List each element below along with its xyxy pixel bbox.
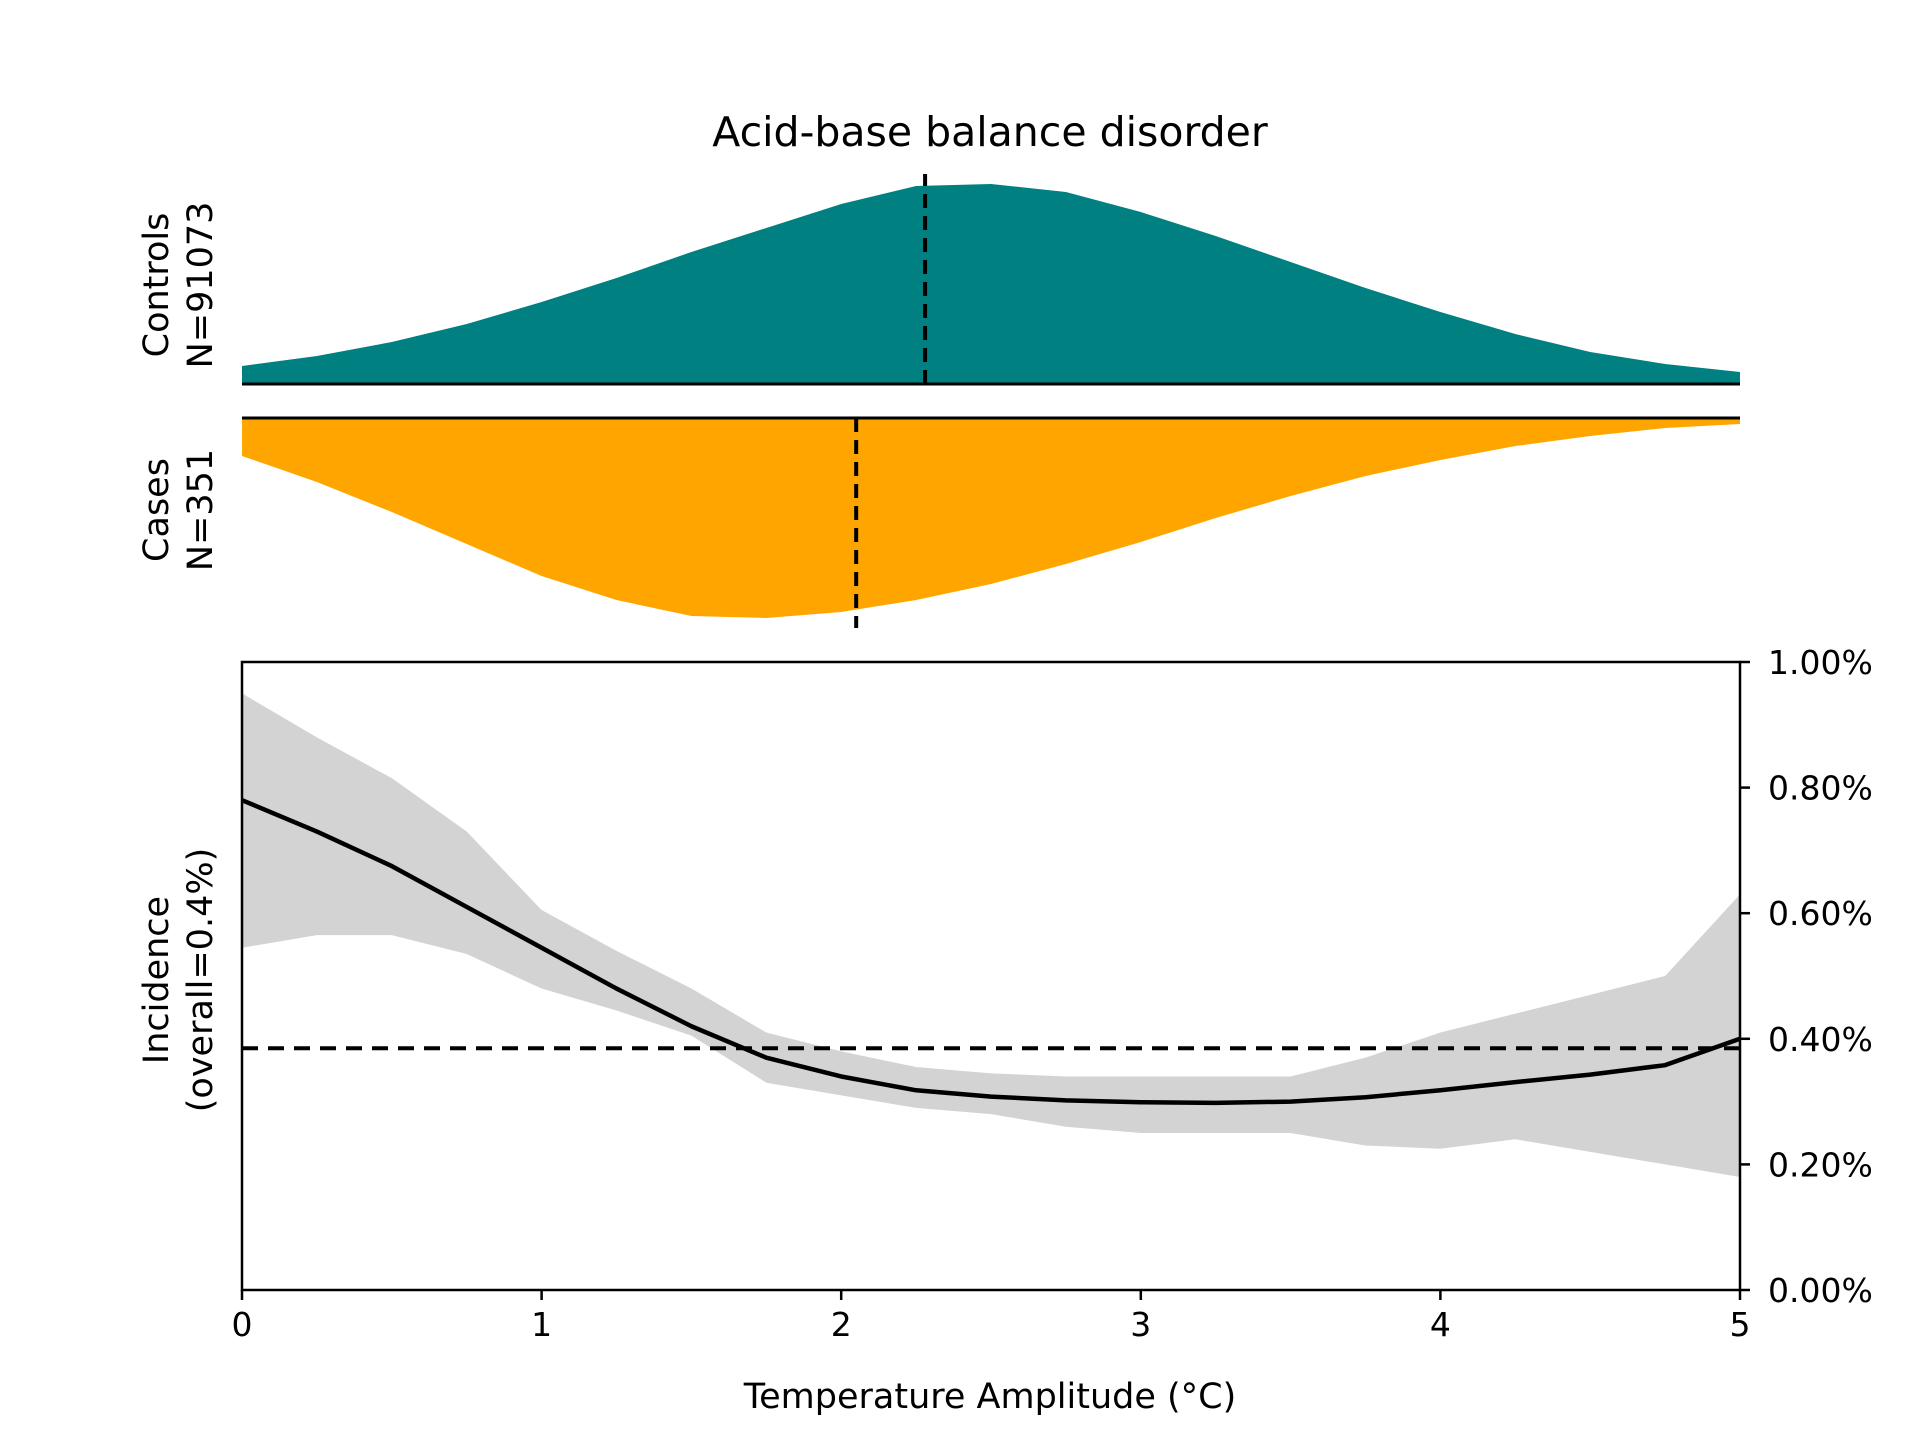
incidence-panel: 0 1 2 3 4 5 0.00% 0.20% 0.40% 0.60% 0.80% 1.00% bbox=[232, 643, 1873, 1344]
y-tick-label: 1.00% bbox=[1768, 643, 1873, 682]
incidence-mean-line bbox=[241, 798, 1741, 1106]
y-tick-label: 0.20% bbox=[1768, 1145, 1873, 1184]
x-tick-label: 4 bbox=[1430, 1305, 1451, 1344]
controls-distribution-panel bbox=[242, 174, 1740, 386]
x-tick-label: 0 bbox=[232, 1305, 253, 1344]
cases-distribution-panel bbox=[242, 416, 1740, 628]
chart-title: Acid-base balance disorder bbox=[712, 108, 1268, 156]
incidence-ylabel-line1: Incidence bbox=[137, 896, 177, 1064]
confidence-band bbox=[242, 693, 1740, 1177]
cases-density-area bbox=[242, 418, 1740, 618]
cases-label: Cases bbox=[137, 458, 177, 562]
x-tick-label: 2 bbox=[831, 1305, 852, 1344]
incidence-ylabel-line2: (overall=0.4%) bbox=[181, 848, 221, 1113]
y-tick-label: 0.80% bbox=[1768, 769, 1873, 808]
x-tick-label: 5 bbox=[1730, 1305, 1751, 1344]
controls-density-area bbox=[242, 184, 1740, 384]
y-tick-label: 0.60% bbox=[1768, 894, 1873, 933]
x-axis-label: Temperature Amplitude (°C) bbox=[743, 1377, 1237, 1417]
controls-label: Controls bbox=[137, 213, 177, 358]
x-tick-label: 3 bbox=[1130, 1305, 1151, 1344]
plot-frame bbox=[240, 660, 1742, 1292]
x-tick-label: 1 bbox=[531, 1305, 552, 1344]
cases-n-label: N=351 bbox=[181, 449, 221, 571]
y-tick-label: 0.00% bbox=[1768, 1271, 1873, 1310]
controls-n-label: N=91073 bbox=[181, 202, 221, 369]
y-tick-label: 0.40% bbox=[1768, 1020, 1873, 1059]
